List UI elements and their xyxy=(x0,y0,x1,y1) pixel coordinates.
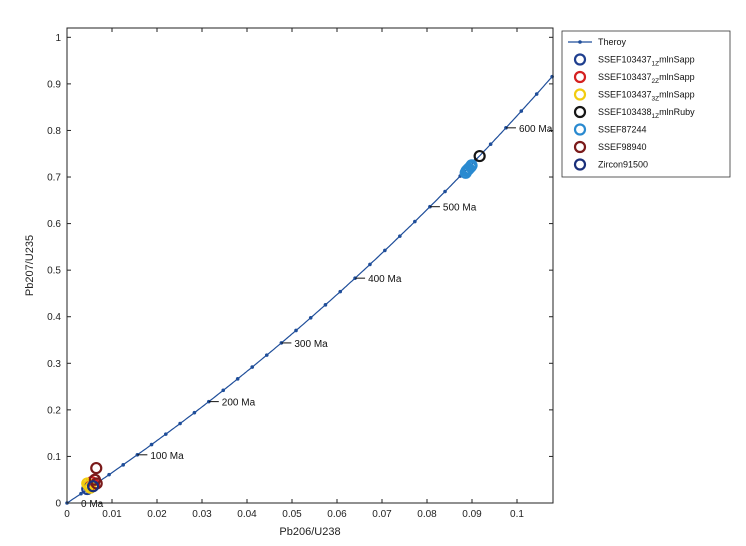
legend-label-suffix: mlnSapp xyxy=(659,55,695,65)
concordia-age-marker xyxy=(79,491,83,496)
y-tick-label: 0.8 xyxy=(47,126,61,137)
concordia-age-marker xyxy=(121,463,125,467)
legend-label-subscript: 1Z xyxy=(652,61,660,68)
age-label: 400 Ma xyxy=(368,274,402,285)
concordia-age-marker xyxy=(368,262,372,267)
legend-box xyxy=(561,30,731,178)
concordia-age-marker xyxy=(519,109,524,113)
concordia-age-marker xyxy=(323,303,328,307)
y-tick-label: 0.4 xyxy=(47,312,61,323)
legend-marker-swatch xyxy=(573,70,587,84)
legend-marker-swatch xyxy=(573,53,587,66)
legend-label: SSEF1034372ZmlnSapp xyxy=(598,72,695,85)
legend-label-subscript: 2Z xyxy=(652,78,660,85)
concordia-age-marker xyxy=(443,189,447,194)
x-tick-label: 0.09 xyxy=(462,509,482,520)
age-label: 200 Ma xyxy=(222,398,256,409)
legend-label: SSEF1034373ZmlnSapp xyxy=(598,90,695,103)
legend-label: SSEF1034381ZmlnRuby xyxy=(598,107,695,120)
y-tick-label: 0.6 xyxy=(47,219,61,230)
legend: TheroySSEF1034371ZmlnSappSSEF1034372Zmln… xyxy=(561,30,731,178)
concordia-age-marker xyxy=(383,248,387,253)
legend-label: Zircon91500 xyxy=(598,160,648,170)
concordia-age-marker xyxy=(235,377,240,381)
concordia-age-marker xyxy=(534,92,539,96)
concordia-age-marker xyxy=(264,353,269,357)
age-annotations: 0 Ma 100 Ma 200 Ma 300 Ma 400 Ma 500 Ma 600 Ma xyxy=(81,124,553,510)
y-tick-label: 0.5 xyxy=(47,266,61,277)
concordia-age-marker xyxy=(107,472,111,477)
concordia-age-marker xyxy=(192,410,197,415)
y-axis-title: Pb207/U235 xyxy=(24,235,36,296)
x-tick-label: 0 xyxy=(64,509,70,520)
concordia-age-marker xyxy=(488,142,493,147)
legend-label-subscript: 3Z xyxy=(652,96,660,103)
x-tick-label: 0.04 xyxy=(237,509,257,520)
data-point xyxy=(86,480,100,493)
y-tick-label: 0.2 xyxy=(47,405,61,416)
concordia-age-marker xyxy=(294,328,298,333)
concordia-age-marker xyxy=(178,421,182,426)
legend-label-suffix: mlnSapp xyxy=(659,90,695,100)
x-tick-label: 0.03 xyxy=(192,509,212,520)
legend-marker-swatch xyxy=(573,158,587,171)
legend-marker-swatch xyxy=(573,88,587,101)
x-tick-label: 0.01 xyxy=(102,509,122,520)
concordia-age-marker xyxy=(221,388,226,393)
concordia-age-marker xyxy=(149,442,154,447)
y-tick-label: 0 xyxy=(55,499,61,510)
legend-label-name: SSEF103438 xyxy=(598,107,652,117)
legend-label-name: SSEF103437 xyxy=(598,90,652,100)
concordia-age-marker xyxy=(308,315,313,320)
legend-label: SSEF1034371ZmlnSapp xyxy=(598,55,695,68)
legend-label-name: Zircon91500 xyxy=(598,160,648,170)
axis-labels: 0 0.01 0.02 0.03 0.04 0.05 0.06 0.07 0.08 0.09 0.1… xyxy=(24,33,524,538)
concordia-age-marker xyxy=(413,219,417,224)
concordia-age-marker xyxy=(250,365,255,369)
legend-label-suffix: mlnSapp xyxy=(659,72,695,82)
concordia-age-marker xyxy=(338,289,343,294)
x-tick-label: 0.02 xyxy=(147,509,167,520)
age-label: 500 Ma xyxy=(443,203,477,214)
age-label: 0 Ma xyxy=(81,499,104,510)
legend-marker-swatch xyxy=(573,140,587,154)
legend-label: SSEF98940 xyxy=(598,142,647,152)
legend-marker-swatch xyxy=(573,105,587,119)
x-axis-title: Pb206/U238 xyxy=(279,526,340,538)
legend-label: Theroy xyxy=(598,37,627,47)
y-tick-label: 0.3 xyxy=(47,359,61,370)
x-tick-label: 0.07 xyxy=(372,509,392,520)
age-label: 600 Ma xyxy=(519,124,553,135)
legend-label-name: SSEF87244 xyxy=(598,125,647,135)
data-point xyxy=(461,163,475,176)
x-tick-label: 0.1 xyxy=(510,509,524,520)
legend-label-name: SSEF103437 xyxy=(598,72,652,82)
legend-label-subscript: 1Z xyxy=(652,113,660,120)
legend-label-suffix: mlnRuby xyxy=(659,107,695,117)
y-tick-label: 0.7 xyxy=(47,173,61,184)
tick-marks xyxy=(66,28,553,504)
legend-marker-swatch xyxy=(578,40,582,44)
y-tick-label: 0.1 xyxy=(47,452,61,463)
x-tick-label: 0.05 xyxy=(282,509,302,520)
plot-frame xyxy=(66,27,554,504)
y-tick-label: 1 xyxy=(55,33,61,44)
legend-marker-swatch xyxy=(573,123,587,136)
legend-label: SSEF87244 xyxy=(598,125,647,135)
age-label: 300 Ma xyxy=(294,339,328,350)
concordia-age-marker xyxy=(163,432,168,436)
age-label: 100 Ma xyxy=(150,451,184,462)
concordia-age-marker xyxy=(398,234,402,238)
data-point xyxy=(90,461,103,475)
y-tick-label: 0.9 xyxy=(47,79,61,90)
data-point xyxy=(473,149,486,163)
legend-label-name: SSEF98940 xyxy=(598,142,647,152)
x-tick-label: 0.06 xyxy=(327,509,347,520)
legend-label-name: SSEF103437 xyxy=(598,55,652,65)
data-points xyxy=(81,149,486,496)
x-tick-label: 0.08 xyxy=(417,509,437,520)
